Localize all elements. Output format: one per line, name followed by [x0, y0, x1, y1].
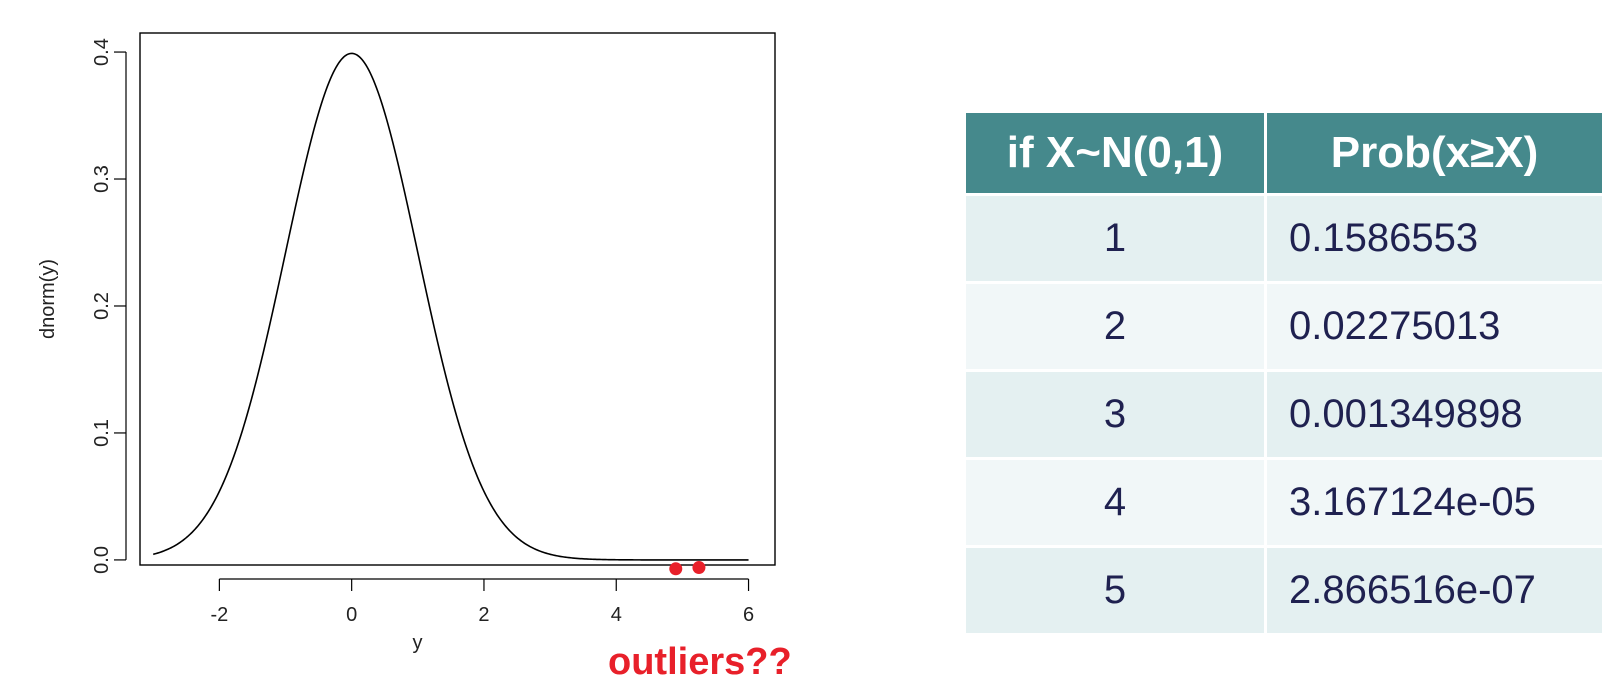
outliers-annotation: outliers?? [608, 641, 792, 683]
x-value-cell: 5 [966, 548, 1264, 633]
density-plot: -2 0 2 4 6 0.0 0.1 0.2 0.3 0.4 y dnorm(y) outlier… [37, 32, 792, 683]
probability-cell: 0.02275013 [1267, 284, 1602, 369]
x-tick-label: 6 [743, 604, 754, 626]
outlier-point [669, 562, 683, 576]
x-axis-label: y [413, 632, 423, 654]
axes-layer [139, 32, 776, 566]
y-tick-label: 0.1 [91, 419, 113, 447]
density-curve [153, 52, 749, 561]
x-value-cell: 2 [966, 284, 1264, 369]
x-tick-label: -2 [210, 604, 228, 626]
y-axis-label: dnorm(y) [37, 259, 59, 339]
table-row: 3 0.001349898 [966, 372, 1602, 457]
column-header-x: if X~N(0,1) [966, 113, 1264, 193]
x-tick-label: 0 [346, 604, 357, 626]
probability-cell: 0.001349898 [1267, 372, 1602, 457]
outlier-point [692, 561, 706, 575]
ticks-layer: -2 0 2 4 6 0.0 0.1 0.2 0.3 0.4 [91, 38, 754, 626]
y-tick-label: 0.3 [91, 165, 113, 193]
table-row: 2 0.02275013 [966, 284, 1602, 369]
x-value-cell: 3 [966, 372, 1264, 457]
column-header-prob: Prob(x≥X) [1267, 113, 1602, 193]
y-tick-label: 0.4 [91, 38, 113, 66]
x-tick-label: 2 [478, 604, 489, 626]
probability-cell: 3.167124e-05 [1267, 460, 1602, 545]
x-tick-label: 4 [611, 604, 622, 626]
probability-table: if X~N(0,1) Prob(x≥X) 1 0.1586553 2 0.02… [963, 110, 1605, 636]
probability-cell: 2.866516e-07 [1267, 548, 1602, 633]
table-row: 5 2.866516e-07 [966, 548, 1602, 633]
points-layer [669, 561, 706, 576]
probability-cell: 0.1586553 [1267, 196, 1602, 281]
table-row: 1 0.1586553 [966, 196, 1602, 281]
y-tick-label: 0.0 [91, 546, 113, 574]
x-value-cell: 4 [966, 460, 1264, 545]
plot-frame [139, 32, 776, 566]
x-value-cell: 1 [966, 196, 1264, 281]
table-header-row: if X~N(0,1) Prob(x≥X) [966, 113, 1602, 193]
y-tick-label: 0.2 [91, 292, 113, 320]
table-row: 4 3.167124e-05 [966, 460, 1602, 545]
